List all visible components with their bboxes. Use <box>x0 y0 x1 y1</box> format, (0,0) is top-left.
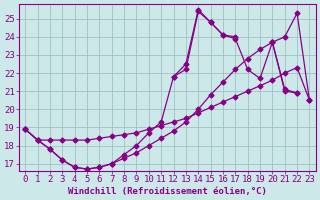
X-axis label: Windchill (Refroidissement éolien,°C): Windchill (Refroidissement éolien,°C) <box>68 187 267 196</box>
